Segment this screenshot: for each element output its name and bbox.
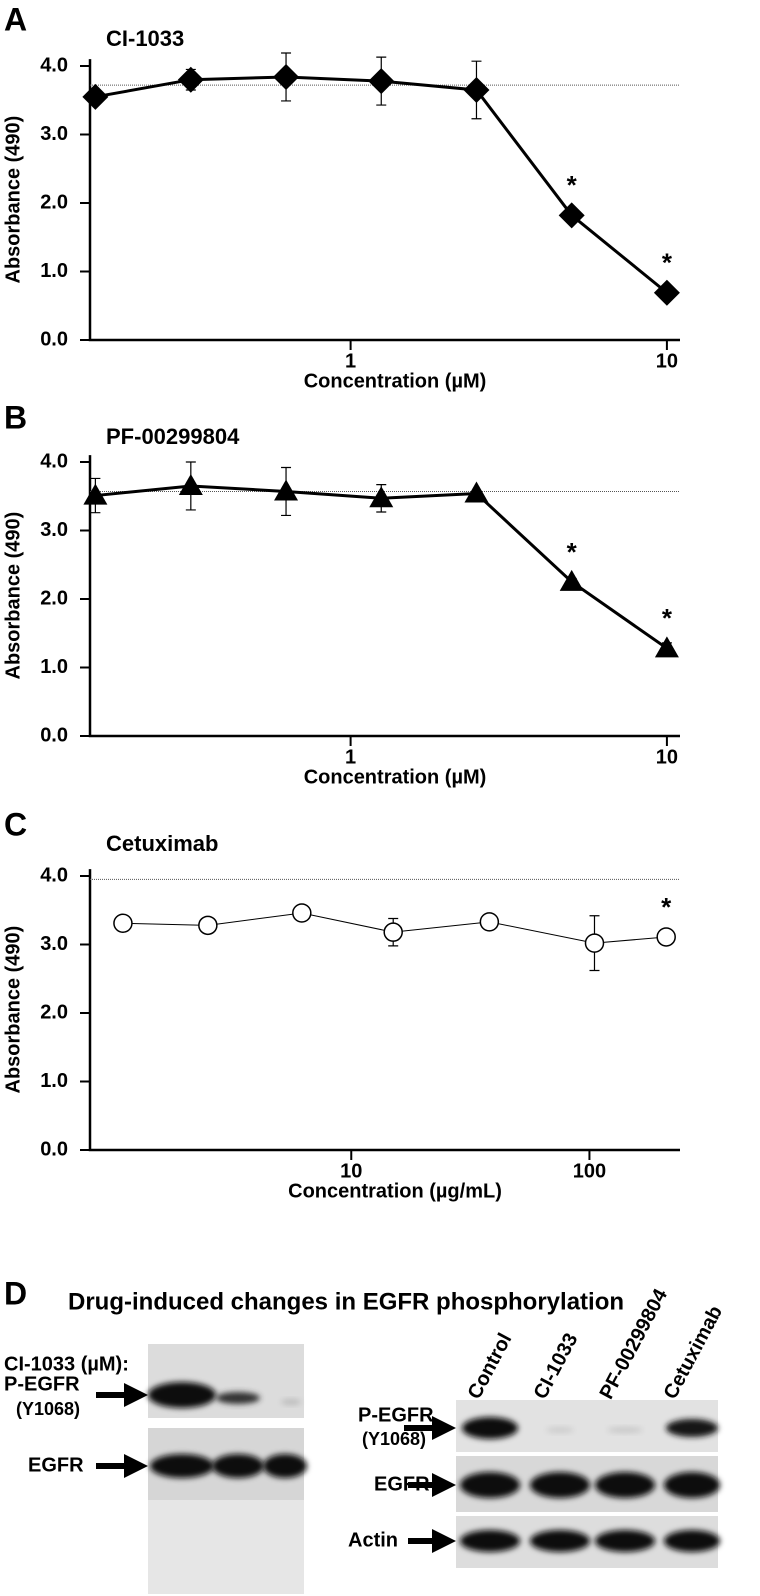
y-tick-label: 1.0 xyxy=(40,260,68,282)
x-tick-label: 10 xyxy=(656,746,678,768)
marker xyxy=(274,479,299,501)
blot-title: Drug-induced changes in EGFR phosphoryla… xyxy=(68,1288,624,1315)
y-tick-label: 3.0 xyxy=(40,933,68,955)
x-axis-title: Concentration (µM) xyxy=(304,766,487,788)
data-line xyxy=(95,75,668,294)
marker xyxy=(584,933,605,953)
marker xyxy=(178,473,203,495)
marker xyxy=(198,915,218,936)
y-tick-label: 2.0 xyxy=(40,191,68,213)
marker xyxy=(479,912,500,932)
chart-title: PF-00299804 xyxy=(106,424,240,449)
lane-label: CI-1033 xyxy=(530,1330,583,1403)
x-tick-label: 10 xyxy=(340,1160,362,1182)
y-tick-label: 0.0 xyxy=(40,1138,68,1160)
annotation: * xyxy=(661,892,672,922)
marker xyxy=(656,927,676,947)
panel-letter: D xyxy=(4,1275,27,1311)
marker xyxy=(558,202,585,229)
y-axis-title: Absorbance (490) xyxy=(2,116,24,284)
axis xyxy=(88,869,680,1152)
x-tick-label: 10 xyxy=(656,350,678,372)
annotation: * xyxy=(567,170,578,200)
panel-letter: C xyxy=(4,806,27,842)
y-tick-label: 1.0 xyxy=(40,1070,68,1092)
marker xyxy=(464,481,489,503)
marker xyxy=(82,83,109,110)
panel-letter: B xyxy=(4,399,27,435)
row-sublabel: (Y1068) xyxy=(362,1429,426,1449)
row-label: P-EGFR xyxy=(4,1373,80,1395)
annotation: * xyxy=(662,603,673,633)
marker xyxy=(83,483,108,505)
marker xyxy=(113,913,133,934)
marker xyxy=(463,76,490,103)
row-label: P-EGFR xyxy=(358,1404,434,1426)
y-tick-label: 3.0 xyxy=(40,519,68,541)
x-axis-title: Concentration (µM) xyxy=(304,370,487,392)
lane-header: CI-1033 (µM): xyxy=(4,1353,129,1375)
row-sublabel: (Y1068) xyxy=(16,1399,80,1419)
y-tick-label: 4.0 xyxy=(40,864,68,886)
marker xyxy=(368,68,395,95)
axis xyxy=(88,59,680,342)
panel-letter: A xyxy=(4,1,27,37)
y-tick-label: 1.0 xyxy=(40,656,68,678)
y-tick-label: 2.0 xyxy=(40,1001,68,1023)
marker xyxy=(177,66,204,93)
annotation: * xyxy=(567,537,578,567)
lane-label: Cetuximab xyxy=(660,1302,727,1403)
y-axis-title: Absorbance (490) xyxy=(2,926,24,1094)
blot-left xyxy=(148,1344,307,1594)
y-tick-label: 0.0 xyxy=(40,328,68,350)
marker xyxy=(292,903,312,923)
chart-title: CI-1033 xyxy=(106,26,184,51)
row-label: Actin xyxy=(348,1529,398,1551)
blot-right xyxy=(456,1400,720,1568)
marker xyxy=(653,279,680,306)
y-tick-label: 4.0 xyxy=(40,54,68,76)
y-tick-label: 2.0 xyxy=(40,587,68,609)
marker xyxy=(654,636,679,658)
marker xyxy=(369,486,394,508)
y-tick-label: 3.0 xyxy=(40,123,68,145)
x-tick-label: 1 xyxy=(345,746,356,768)
marker xyxy=(273,63,300,90)
row-label: EGFR xyxy=(28,1454,84,1476)
x-tick-label: 100 xyxy=(573,1160,606,1182)
lane-label: Control xyxy=(464,1330,517,1403)
chart-title: Cetuximab xyxy=(106,831,218,856)
marker xyxy=(383,922,403,942)
y-tick-label: 4.0 xyxy=(40,450,68,472)
y-axis-title: Absorbance (490) xyxy=(2,512,24,680)
x-tick-label: 1 xyxy=(345,350,356,372)
marker xyxy=(559,569,584,591)
row-label: EGFR xyxy=(374,1473,430,1495)
annotation: * xyxy=(662,248,673,278)
y-tick-label: 0.0 xyxy=(40,724,68,746)
x-axis-title: Concentration (µg/mL) xyxy=(288,1180,502,1202)
